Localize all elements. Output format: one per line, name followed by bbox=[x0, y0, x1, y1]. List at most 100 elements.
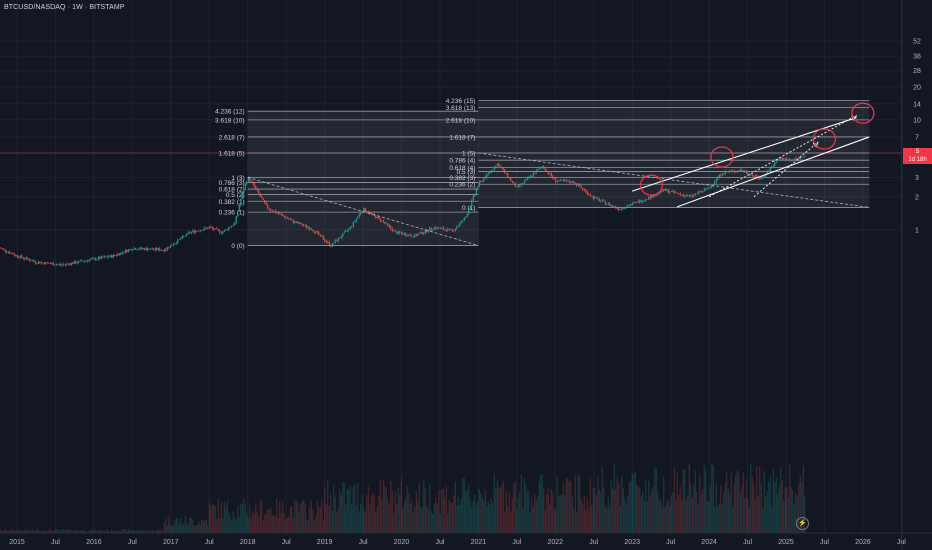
candle-body bbox=[34, 261, 36, 263]
candle-body bbox=[496, 163, 498, 166]
volume-bar bbox=[717, 506, 719, 533]
candle-body bbox=[304, 225, 306, 226]
volume-bar bbox=[141, 530, 143, 533]
current-price-value: 5 bbox=[915, 149, 920, 155]
candle-body bbox=[408, 234, 410, 237]
candle-body bbox=[618, 208, 620, 210]
candle-body bbox=[339, 237, 341, 239]
volume-bar bbox=[712, 465, 714, 533]
volume-bar bbox=[420, 507, 422, 533]
candle-body bbox=[475, 189, 477, 194]
candle-body bbox=[612, 205, 614, 207]
volume-bar bbox=[478, 489, 480, 533]
candle-body bbox=[31, 260, 33, 262]
volume-bar bbox=[547, 487, 549, 533]
x-tick-label: 2022 bbox=[548, 539, 564, 546]
candle-body bbox=[472, 196, 474, 201]
candle-body bbox=[673, 190, 675, 193]
volume-bar bbox=[699, 474, 701, 533]
current-price-tag: 5 1d 18h bbox=[903, 148, 932, 164]
volume-bar bbox=[208, 502, 210, 533]
candle-body bbox=[33, 260, 35, 262]
candle-body bbox=[25, 257, 27, 260]
volume-bar bbox=[262, 520, 264, 533]
volume-bar bbox=[57, 529, 59, 533]
candle-body bbox=[103, 256, 105, 258]
volume-bar bbox=[480, 492, 482, 533]
volume-bar bbox=[169, 524, 171, 533]
volume-bar bbox=[268, 509, 270, 533]
candle-body bbox=[666, 189, 668, 191]
candle-body bbox=[327, 241, 329, 243]
volume-bar bbox=[459, 505, 461, 533]
candle-body bbox=[190, 231, 192, 233]
volume-bar bbox=[352, 486, 354, 533]
volume-bar bbox=[718, 503, 720, 533]
volume-bar bbox=[493, 473, 495, 533]
x-tick-label: Jul bbox=[512, 539, 521, 546]
volume-bar bbox=[330, 494, 332, 533]
candle-body bbox=[286, 217, 288, 219]
volume-bar bbox=[513, 483, 515, 533]
candle-body bbox=[790, 159, 792, 161]
volume-bar bbox=[610, 480, 612, 533]
volume-bar bbox=[265, 513, 267, 533]
candle-body bbox=[37, 261, 39, 264]
x-tick-label: Jul bbox=[820, 539, 829, 546]
candle-body bbox=[72, 262, 74, 264]
candle-body bbox=[358, 214, 360, 217]
candle-body bbox=[444, 229, 446, 231]
volume-bar bbox=[769, 476, 771, 533]
candle-body bbox=[168, 247, 170, 248]
candle-body bbox=[580, 186, 582, 188]
volume-bar bbox=[382, 480, 384, 533]
candle-body bbox=[615, 206, 617, 208]
candle-body bbox=[112, 254, 114, 258]
fib-level-label: 3.618 (10) bbox=[215, 117, 245, 124]
candle-body bbox=[246, 181, 248, 185]
candle-body bbox=[409, 234, 411, 236]
volume-bar bbox=[631, 473, 633, 533]
candle-body bbox=[639, 200, 641, 203]
volume-bar bbox=[576, 511, 578, 533]
candle-body bbox=[492, 169, 494, 171]
volume-bar bbox=[55, 529, 57, 533]
candle-body bbox=[570, 182, 572, 184]
volume-bar bbox=[471, 506, 473, 533]
candle-body bbox=[63, 264, 65, 266]
volume-bar bbox=[108, 531, 110, 533]
candle-body bbox=[564, 180, 566, 182]
volume-bar bbox=[69, 529, 71, 533]
candle-body bbox=[352, 221, 354, 227]
volume-bar bbox=[549, 504, 551, 533]
candle-body bbox=[727, 171, 729, 173]
candle-body bbox=[243, 189, 245, 193]
lightning-icon[interactable]: ⚡ bbox=[796, 517, 809, 530]
volume-bar bbox=[739, 493, 741, 533]
candle-body bbox=[789, 158, 791, 160]
candle-body bbox=[132, 249, 134, 251]
candle-body bbox=[702, 191, 704, 192]
candle-body bbox=[714, 182, 716, 185]
fib-layer[interactable]: 4.236 (12)3.618 (10) 2.618 (7) 1.618 (5) 1 … bbox=[215, 98, 870, 250]
volume-bar bbox=[64, 530, 66, 533]
volume-bar bbox=[417, 501, 419, 533]
volume-bar bbox=[465, 491, 467, 533]
volume-bar bbox=[531, 497, 533, 533]
volume-bar bbox=[468, 484, 470, 533]
symbol-title[interactable]: BTCUSD/NASDAQ · 1W · BITSTAMP bbox=[4, 4, 125, 11]
volume-bar bbox=[750, 463, 752, 533]
y-tick-label: 38 bbox=[913, 54, 921, 61]
candle-body bbox=[700, 191, 702, 193]
candle-body bbox=[202, 229, 204, 231]
volume-bar bbox=[741, 486, 743, 533]
volume-bar bbox=[510, 511, 512, 533]
candle-body bbox=[18, 257, 20, 258]
drawing-layer[interactable] bbox=[247, 102, 875, 246]
volume-bar bbox=[756, 466, 758, 533]
candle-body bbox=[384, 221, 386, 224]
trend-line bbox=[478, 152, 870, 208]
volume-bar bbox=[271, 514, 273, 533]
candle-body bbox=[289, 219, 291, 220]
